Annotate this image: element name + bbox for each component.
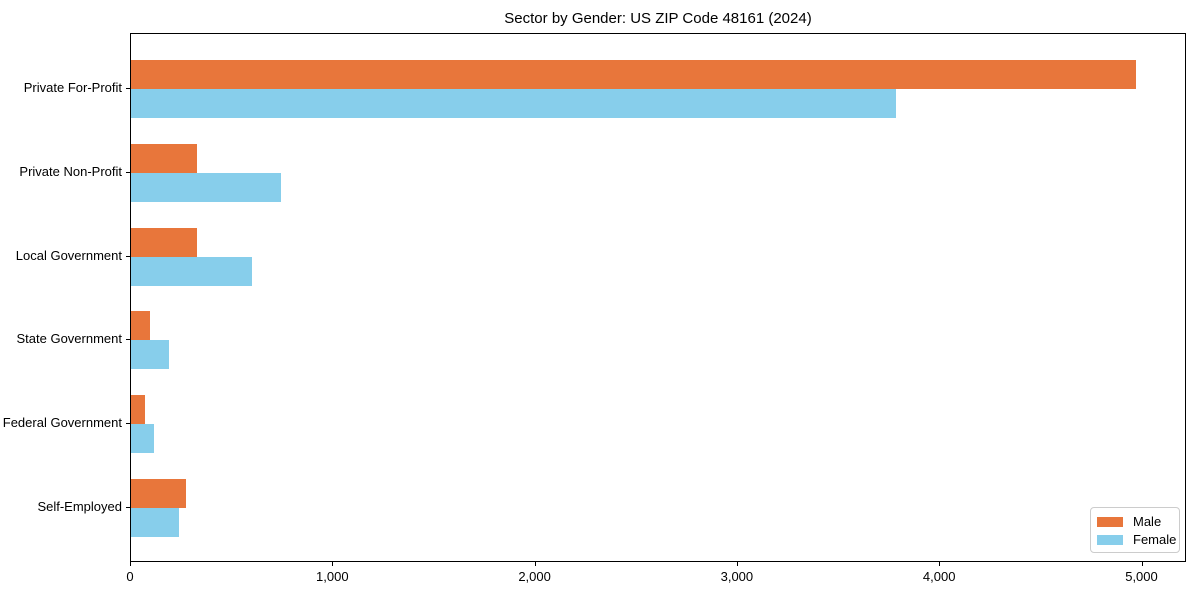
bar-female-4 (131, 340, 170, 370)
x-tick-label: 3,000 (720, 569, 754, 584)
legend-row-male: Male (1097, 513, 1173, 531)
x-tick-mark (534, 562, 536, 566)
y-tick-mark (126, 507, 130, 508)
y-tick-mark (126, 339, 130, 341)
y-tick-label: Local Government (15, 247, 122, 263)
bar-female-3 (131, 256, 253, 286)
legend-swatch-male (1097, 517, 1123, 527)
x-tick-mark (332, 562, 334, 566)
legend: Male Female (1090, 507, 1180, 553)
x-tick-label: 1,000 (316, 569, 349, 584)
y-tick-label: Federal Government (2, 415, 122, 431)
y-tick-label: Private Non-Profit (19, 163, 122, 179)
x-tick-mark (1141, 562, 1143, 566)
x-tick-label: 4,000 (922, 569, 956, 584)
legend-items: Male Female (1097, 513, 1177, 549)
x-tick-mark (130, 562, 131, 566)
bar-male-6 (131, 479, 186, 508)
bar-male-3 (131, 227, 197, 257)
bar-male-4 (131, 311, 151, 341)
y-tick-mark (126, 255, 130, 257)
x-tick-label: 0 (126, 569, 134, 584)
legend-label: Male (1133, 514, 1162, 529)
plot-area (130, 33, 1186, 562)
legend-row-female: Female (1097, 531, 1177, 549)
chart-title: Sector by Gender: US ZIP Code 48161 (202… (504, 10, 812, 27)
legend-swatch-female (1097, 535, 1123, 545)
y-tick-label: Self-Employed (37, 499, 122, 514)
bar-female-6 (131, 508, 179, 537)
y-tick-label: State Government (16, 331, 123, 347)
y-tick-mark (126, 171, 130, 173)
bar-female-5 (131, 424, 155, 454)
bar-male-1 (131, 60, 1137, 89)
bar-male-2 (131, 143, 197, 173)
x-tick-mark (939, 562, 941, 566)
bar-female-2 (131, 172, 281, 202)
x-tick-mark (736, 562, 738, 566)
bar-female-1 (131, 89, 896, 118)
x-tick-label: 2,000 (518, 569, 551, 584)
bar-male-5 (131, 395, 146, 425)
y-tick-label: Private For-Profit (23, 80, 122, 95)
legend-label: Female (1133, 532, 1177, 547)
y-tick-mark (126, 423, 130, 425)
y-tick-mark (126, 88, 130, 89)
x-tick-label: 5,000 (1125, 569, 1158, 584)
